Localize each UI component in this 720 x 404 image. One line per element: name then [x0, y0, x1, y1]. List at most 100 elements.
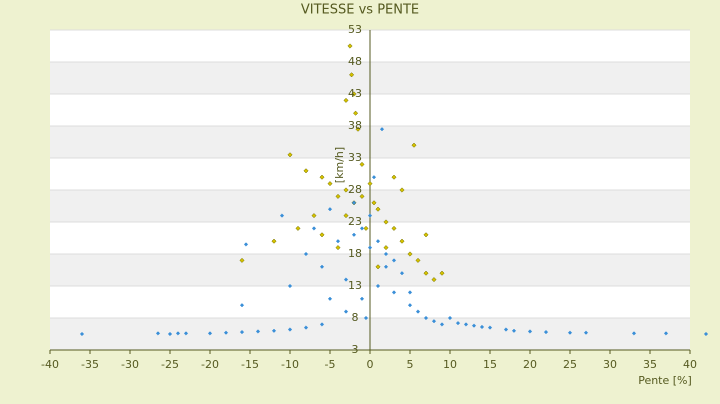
x-tick-label: -15: [241, 358, 259, 371]
chart-title: VITESSE vs PENTE: [301, 3, 419, 18]
point: [319, 322, 325, 327]
point: [271, 238, 277, 244]
y-tick-label: 18: [348, 247, 362, 260]
point: [183, 331, 189, 336]
point: [343, 97, 349, 103]
x-axis-label: Pente [%]: [638, 374, 692, 387]
point: [431, 319, 437, 324]
x-tick-label: -30: [121, 358, 139, 371]
point: [243, 242, 249, 247]
point: [239, 303, 245, 308]
point: [343, 213, 349, 219]
point: [527, 329, 533, 334]
point: [327, 296, 333, 301]
point: [255, 329, 261, 334]
y-tick-label: 38: [348, 119, 362, 132]
x-tick-label: 10: [443, 358, 457, 371]
y-tick-label: 33: [348, 151, 362, 164]
point: [407, 251, 413, 257]
x-tick-label: -20: [201, 358, 219, 371]
y-tick-label: 48: [348, 55, 362, 68]
x-tick-label: -10: [281, 358, 299, 371]
point: [479, 324, 485, 330]
x-tick-label: 20: [523, 358, 537, 371]
point: [359, 161, 365, 167]
point: [351, 232, 357, 237]
point: [631, 331, 637, 336]
y-tick-label: 13: [348, 279, 362, 292]
point: [363, 315, 369, 321]
point: [487, 325, 493, 330]
point: [383, 264, 389, 269]
point: [335, 239, 341, 244]
point: [423, 315, 429, 321]
x-tick-label: 40: [683, 358, 697, 371]
point: [543, 329, 549, 335]
point: [311, 226, 317, 231]
point: [399, 271, 405, 276]
point: [447, 315, 453, 321]
point: [351, 91, 357, 97]
point: [463, 322, 469, 327]
point: [327, 207, 333, 212]
point: [391, 174, 397, 180]
point: [359, 226, 365, 231]
point: [335, 245, 341, 251]
point: [287, 283, 293, 289]
point: [167, 331, 173, 337]
x-tick-label: -5: [325, 358, 336, 371]
point: [415, 309, 421, 314]
point: [207, 331, 213, 336]
point: [375, 206, 381, 212]
point: [383, 245, 389, 251]
point: [407, 303, 413, 308]
point: [367, 213, 373, 218]
y-tick-label: 3: [352, 343, 359, 356]
point: [327, 181, 333, 187]
point: [335, 193, 341, 199]
point: [399, 187, 405, 193]
point: [175, 331, 181, 336]
x-tick-label: -40: [41, 358, 59, 371]
point: [423, 270, 429, 276]
point: [363, 225, 369, 231]
point: [343, 187, 349, 193]
point: [367, 181, 373, 187]
point: [411, 142, 417, 148]
point: [439, 270, 445, 276]
x-tick-label: 15: [483, 358, 497, 371]
point: [663, 331, 669, 336]
point: [343, 277, 349, 282]
point: [359, 296, 365, 301]
x-tick-label: 30: [603, 358, 617, 371]
point: [375, 239, 381, 244]
point: [239, 257, 245, 263]
point: [319, 264, 325, 269]
point: [239, 329, 245, 335]
point: [355, 126, 361, 132]
point: [391, 258, 397, 263]
point: [431, 277, 437, 283]
point: [371, 175, 377, 180]
point: [399, 238, 405, 244]
x-tick-label: 25: [563, 358, 577, 371]
point: [79, 331, 85, 337]
point: [471, 323, 477, 328]
point: [703, 331, 709, 337]
point: [371, 200, 377, 206]
point: [383, 219, 389, 225]
point: [375, 283, 381, 289]
point: [511, 328, 517, 333]
point: [391, 225, 397, 231]
y-tick-label: 8: [352, 311, 359, 324]
y-tick-label: 23: [348, 215, 362, 228]
point: [303, 251, 309, 257]
x-tick-label: 0: [367, 358, 374, 371]
point: [155, 331, 161, 336]
y-axis-label: [km/h]: [333, 147, 346, 183]
point: [367, 245, 373, 250]
point: [311, 213, 317, 219]
